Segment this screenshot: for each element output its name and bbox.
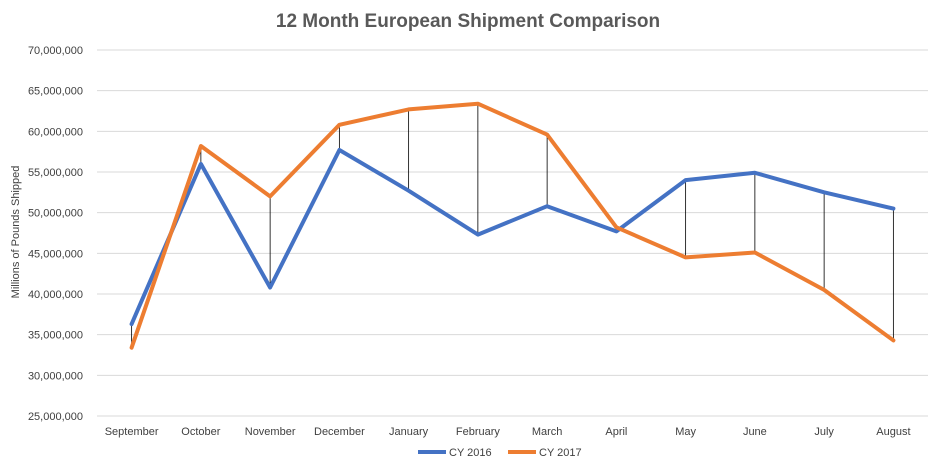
legend-label: CY 2017 — [539, 447, 582, 459]
y-axis-label: Millions of Pounds Shipped — [10, 166, 22, 299]
x-tick-label: May — [675, 426, 696, 438]
gridlines — [97, 49, 928, 417]
y-tick-label: 30,000,000 — [28, 370, 83, 382]
x-tick-label: December — [314, 426, 365, 438]
chart-title: 12 Month European Shipment Comparison — [276, 11, 660, 32]
legend: CY 2016 CY 2017 — [418, 447, 582, 459]
x-tick-label: June — [743, 426, 767, 438]
series-lines — [129, 101, 896, 350]
x-tick-label: March — [532, 426, 563, 438]
x-tick-label: January — [389, 426, 429, 438]
x-tick-labels: September October November December January F… — [105, 426, 911, 438]
y-tick-label: 25,000,000 — [28, 411, 83, 423]
y-tick-label: 70,000,000 — [28, 45, 83, 57]
y-tick-label: 45,000,000 — [28, 248, 83, 260]
y-tick-labels: 25,000,000 30,000,000 35,000,000 40,000,000… — [28, 45, 83, 423]
series-line-cy-2017 — [129, 101, 896, 350]
y-tick-label: 60,000,000 — [28, 126, 83, 138]
drop-lines — [131, 103, 894, 348]
y-tick-label: 55,000,000 — [28, 167, 83, 179]
x-tick-label: April — [605, 426, 627, 438]
x-tick-label: February — [456, 426, 501, 438]
y-tick-label: 65,000,000 — [28, 86, 83, 98]
x-tick-label: July — [814, 426, 834, 438]
legend-label: CY 2016 — [449, 447, 492, 459]
y-tick-label: 50,000,000 — [28, 208, 83, 220]
y-tick-label: 35,000,000 — [28, 330, 83, 342]
x-tick-label: August — [876, 426, 910, 438]
x-tick-label: September — [105, 426, 159, 438]
x-tick-label: November — [245, 426, 296, 438]
series-line-cy-2016 — [129, 148, 896, 327]
y-tick-label: 40,000,000 — [28, 289, 83, 301]
x-tick-label: October — [181, 426, 220, 438]
